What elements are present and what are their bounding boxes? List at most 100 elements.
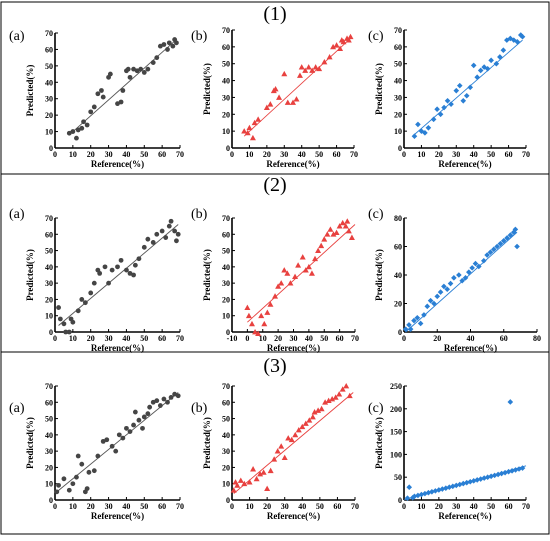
y-tick-label: 20 — [394, 110, 402, 119]
x-axis-title: Reference(%) — [438, 511, 491, 521]
data-point — [302, 420, 309, 426]
data-point — [318, 405, 325, 412]
x-tick-label: 20 — [87, 502, 95, 511]
data-point — [321, 236, 328, 242]
data-point — [131, 66, 136, 72]
data-point — [448, 101, 454, 107]
data-point — [497, 54, 503, 60]
data-point — [415, 121, 421, 128]
data-point — [316, 65, 323, 72]
x-tick-label: 10 — [69, 502, 77, 511]
panel-label: (b) — [191, 207, 208, 222]
data-point — [70, 481, 76, 487]
data-point — [278, 443, 285, 449]
data-point — [91, 104, 97, 110]
x-tick-label: 0 — [245, 334, 249, 343]
data-point — [484, 65, 491, 72]
data-point — [288, 436, 295, 443]
data-point — [118, 99, 124, 105]
x-tick-label: 40 — [470, 502, 478, 511]
x-tick-label: 30 — [105, 150, 113, 159]
x-tick-label: 20 — [87, 150, 95, 159]
data-point — [170, 43, 176, 49]
data-point — [309, 67, 316, 73]
data-point — [127, 429, 133, 434]
y-axis-title: Predicted(%) — [202, 63, 212, 115]
data-point — [477, 476, 484, 482]
data-point — [321, 59, 328, 65]
y-tick-label: 70 — [222, 214, 230, 223]
x-tick-label: -10 — [227, 334, 238, 343]
data-point — [329, 396, 336, 402]
chart-panel-c: (c) 0 10 20 30 40 50 60 70 0 10 20 30 40 50 60 70 Referen… — [368, 26, 530, 169]
data-point — [315, 407, 322, 413]
data-point — [431, 300, 437, 307]
x-tick-label: 0 — [402, 150, 406, 159]
y-tick-label: 60 — [45, 230, 53, 239]
y-axis-title: Predicted(%) — [25, 65, 35, 117]
data-point — [252, 329, 259, 335]
y-tick-label: 50 — [394, 60, 402, 69]
data-point — [244, 304, 251, 310]
data-point — [504, 235, 510, 241]
data-point — [264, 309, 271, 315]
data-point — [61, 321, 67, 327]
data-point — [437, 289, 444, 295]
data-point — [460, 480, 467, 487]
data-point — [424, 303, 431, 310]
data-point — [168, 218, 174, 224]
x-tick-label: 10 — [69, 334, 77, 343]
data-point — [298, 64, 305, 70]
data-point — [411, 133, 418, 139]
x-tick-label: 40 — [470, 150, 478, 159]
x-tick-label: 30 — [452, 150, 460, 159]
y-axis-title: Predicted(%) — [202, 417, 212, 469]
y-tick-label: 0 — [226, 144, 230, 153]
data-point — [406, 484, 413, 491]
y-tick-label: 50 — [394, 473, 402, 482]
x-axis-title: Reference(%) — [267, 511, 320, 521]
chart-panel-c: (c) 0 20 40 60 80 0 20 40 60 80 Reference(%) Predict… — [368, 207, 541, 353]
data-point — [120, 88, 126, 93]
data-point — [509, 468, 515, 474]
data-point — [74, 135, 79, 141]
x-tick-label: 60 — [500, 334, 508, 343]
y-axis-title: Predicted(%) — [374, 249, 384, 301]
data-point — [70, 319, 76, 325]
data-point — [56, 482, 61, 488]
y-tick-label: 60 — [222, 43, 230, 52]
data-point — [241, 128, 248, 134]
x-tick-label: 40 — [122, 502, 130, 511]
data-point — [484, 474, 491, 480]
y-tick-label: 60 — [45, 45, 53, 54]
data-point — [241, 480, 248, 487]
data-point — [271, 456, 278, 462]
data-point — [88, 290, 94, 296]
data-point — [161, 42, 167, 47]
data-point — [132, 262, 138, 268]
y-tick-label: 70 — [394, 26, 402, 35]
data-point — [79, 297, 85, 302]
data-point — [299, 254, 306, 260]
x-tick-label: 10 — [259, 334, 267, 343]
y-tick-label: 40 — [394, 77, 402, 86]
data-point — [414, 314, 421, 321]
data-point — [166, 40, 172, 46]
x-axis-title: Reference(%) — [267, 343, 320, 353]
data-point — [336, 223, 343, 229]
data-point — [260, 469, 267, 475]
data-point — [293, 96, 300, 102]
y-tick-label: 10 — [222, 127, 230, 136]
data-point — [441, 283, 447, 290]
data-point — [462, 275, 469, 281]
data-point — [407, 326, 414, 332]
data-point — [161, 396, 167, 402]
fit-line — [247, 224, 356, 323]
data-point — [484, 252, 490, 258]
data-point — [86, 469, 92, 475]
data-point — [102, 264, 108, 270]
y-tick-label: 50 — [222, 60, 230, 69]
x-tick-label: 50 — [316, 502, 324, 511]
data-point — [120, 435, 126, 441]
data-point — [168, 395, 174, 400]
